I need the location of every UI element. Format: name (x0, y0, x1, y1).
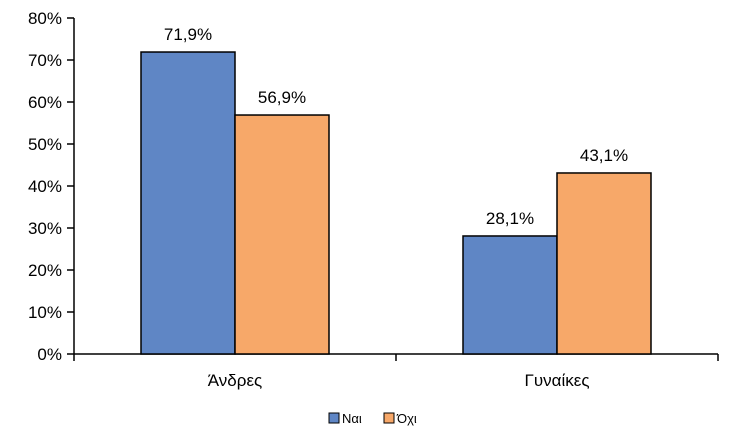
y-tick-label: 20% (28, 261, 62, 280)
bars (140, 51, 652, 355)
axes: 0% 10% 20% 30% 40% 50% 60% 70% 80% Άνδρες Γυναίκες (28, 9, 719, 390)
data-labels: 71,9% 56,9% 28,1% 43,1% (164, 25, 628, 228)
bar (234, 114, 330, 355)
x-category-label: Γυναίκες (524, 371, 589, 390)
data-label: 71,9% (164, 25, 212, 44)
legend-label: Ναι (342, 411, 362, 426)
bar (462, 235, 558, 355)
y-tick-label: 30% (28, 219, 62, 238)
data-label: 56,9% (258, 88, 306, 107)
bar (140, 51, 236, 355)
y-tick-label: 40% (28, 177, 62, 196)
bar (556, 172, 652, 355)
data-label: 43,1% (580, 146, 628, 165)
x-category-label: Άνδρες (208, 371, 262, 390)
data-label: 28,1% (486, 209, 534, 228)
y-tick-label: 50% (28, 135, 62, 154)
y-tick-label: 60% (28, 93, 62, 112)
legend: Ναι Όχι (328, 411, 417, 426)
y-tick-label: 80% (28, 9, 62, 28)
y-tick-label: 70% (28, 51, 62, 70)
legend-swatch (383, 412, 395, 424)
y-tick-label: 0% (37, 345, 62, 364)
y-tick-label: 10% (28, 303, 62, 322)
legend-swatch (328, 412, 340, 424)
legend-label: Όχι (396, 411, 417, 426)
